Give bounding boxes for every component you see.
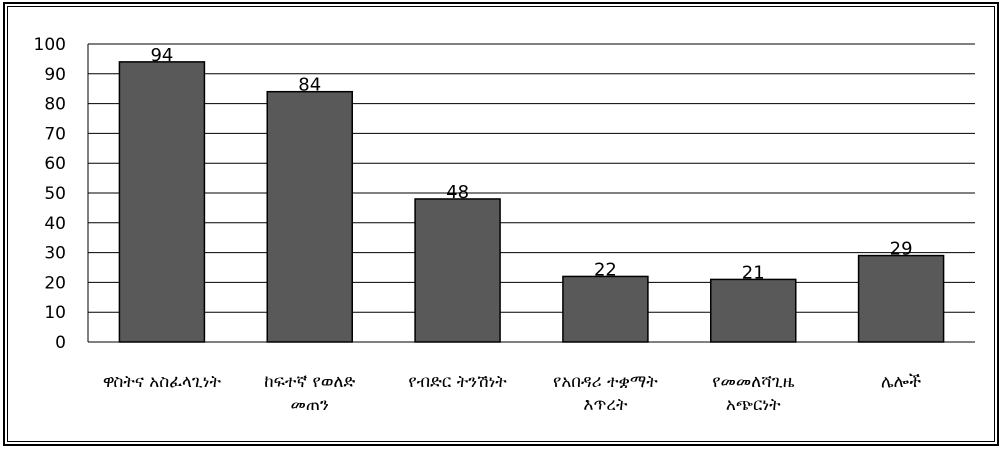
data-label: 84 — [298, 75, 321, 96]
category-label: ሌሎች — [881, 372, 921, 392]
data-label: 21 — [742, 262, 765, 283]
bar — [710, 278, 797, 343]
y-tick-label: 100 — [34, 35, 66, 55]
data-label: 48 — [446, 182, 469, 203]
bar — [118, 61, 206, 343]
y-axis-ticks: 0 10 20 30 40 50 60 70 80 90 100 — [34, 35, 66, 353]
y-tick-label: 60 — [44, 154, 66, 174]
data-label: 22 — [594, 259, 617, 280]
category-label: የመመለሻጊዜ — [712, 372, 794, 392]
data-label: 29 — [890, 239, 913, 260]
category-label: እጥረት — [583, 395, 628, 415]
category-label: የብድር ትንሽነት — [408, 372, 507, 392]
category-labels: ዋስትና አስፈላጊነት ከፍተኛ የወለድ መጠን የብድር ትንሽነት የአበዳሪ … — [103, 372, 921, 415]
y-tick-label: 20 — [44, 273, 66, 293]
data-labels: 94 84 48 22 21 29 — [150, 45, 912, 284]
category-label: ከፍተኛ የወለድ — [264, 372, 355, 392]
y-tick-label: 70 — [44, 124, 66, 144]
y-tick-label: 90 — [44, 65, 66, 85]
y-tick-label: 50 — [44, 184, 66, 204]
category-label: መጠን — [291, 395, 329, 415]
y-tick-label: 0 — [55, 333, 66, 353]
gridlines — [87, 43, 975, 343]
y-tick-label: 30 — [44, 244, 66, 264]
y-tick-label: 80 — [44, 95, 66, 115]
category-label: ዋስትና አስፈላጊነት — [103, 372, 222, 392]
bar — [562, 275, 649, 343]
bars — [118, 61, 945, 343]
y-tick-label: 10 — [44, 303, 66, 323]
y-tick-label: 40 — [44, 214, 66, 234]
bar — [266, 90, 353, 343]
data-label: 94 — [150, 45, 173, 66]
category-label: አጭርነት — [726, 395, 781, 415]
category-label: የአበዳሪ ተቋማት — [553, 372, 658, 392]
bar — [857, 254, 945, 343]
bar — [414, 198, 501, 343]
